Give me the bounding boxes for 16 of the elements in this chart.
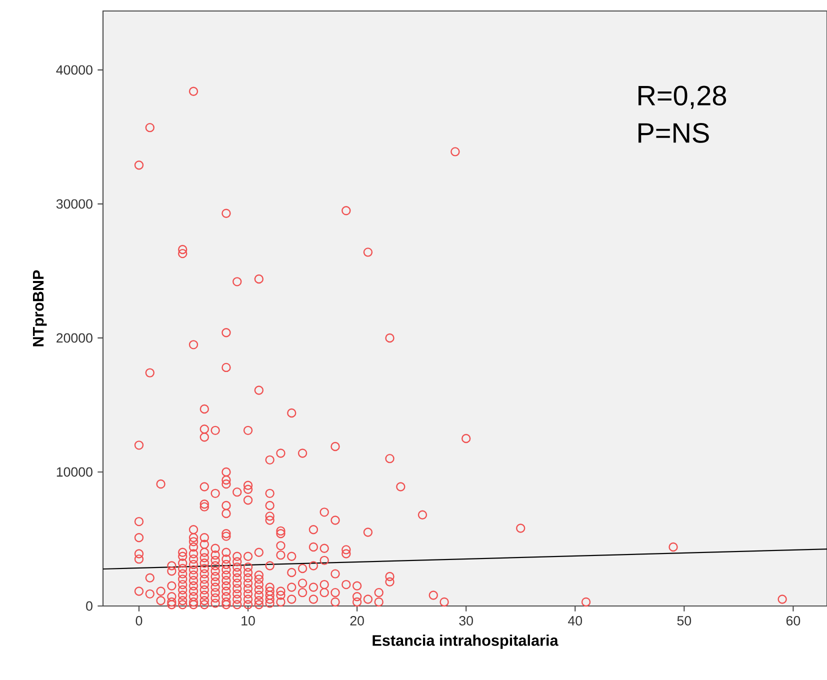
- y-axis-title: NTproBNP: [33, 270, 47, 346]
- annotation: P=NS: [638, 123, 709, 143]
- x-tick-label: 40: [568, 616, 582, 626]
- x-tick-label: 30: [459, 616, 473, 626]
- x-tick-label: 0: [136, 616, 142, 626]
- y-tick-label: 10000: [56, 467, 92, 477]
- y-tick-label: 40000: [56, 65, 92, 75]
- x-tick-label: 10: [242, 616, 255, 626]
- x-tick-label: 20: [350, 616, 364, 626]
- annotation: R=0,28: [638, 86, 726, 109]
- x-tick-label: 60: [786, 616, 800, 626]
- y-tick-label: 20000: [56, 333, 92, 343]
- x-axis-title: Estancia intrahospitalaria: [372, 634, 558, 649]
- y-tick-label: 30000: [56, 199, 92, 209]
- y-tick-label: 0: [86, 601, 92, 611]
- x-tick-label: 50: [677, 616, 692, 626]
